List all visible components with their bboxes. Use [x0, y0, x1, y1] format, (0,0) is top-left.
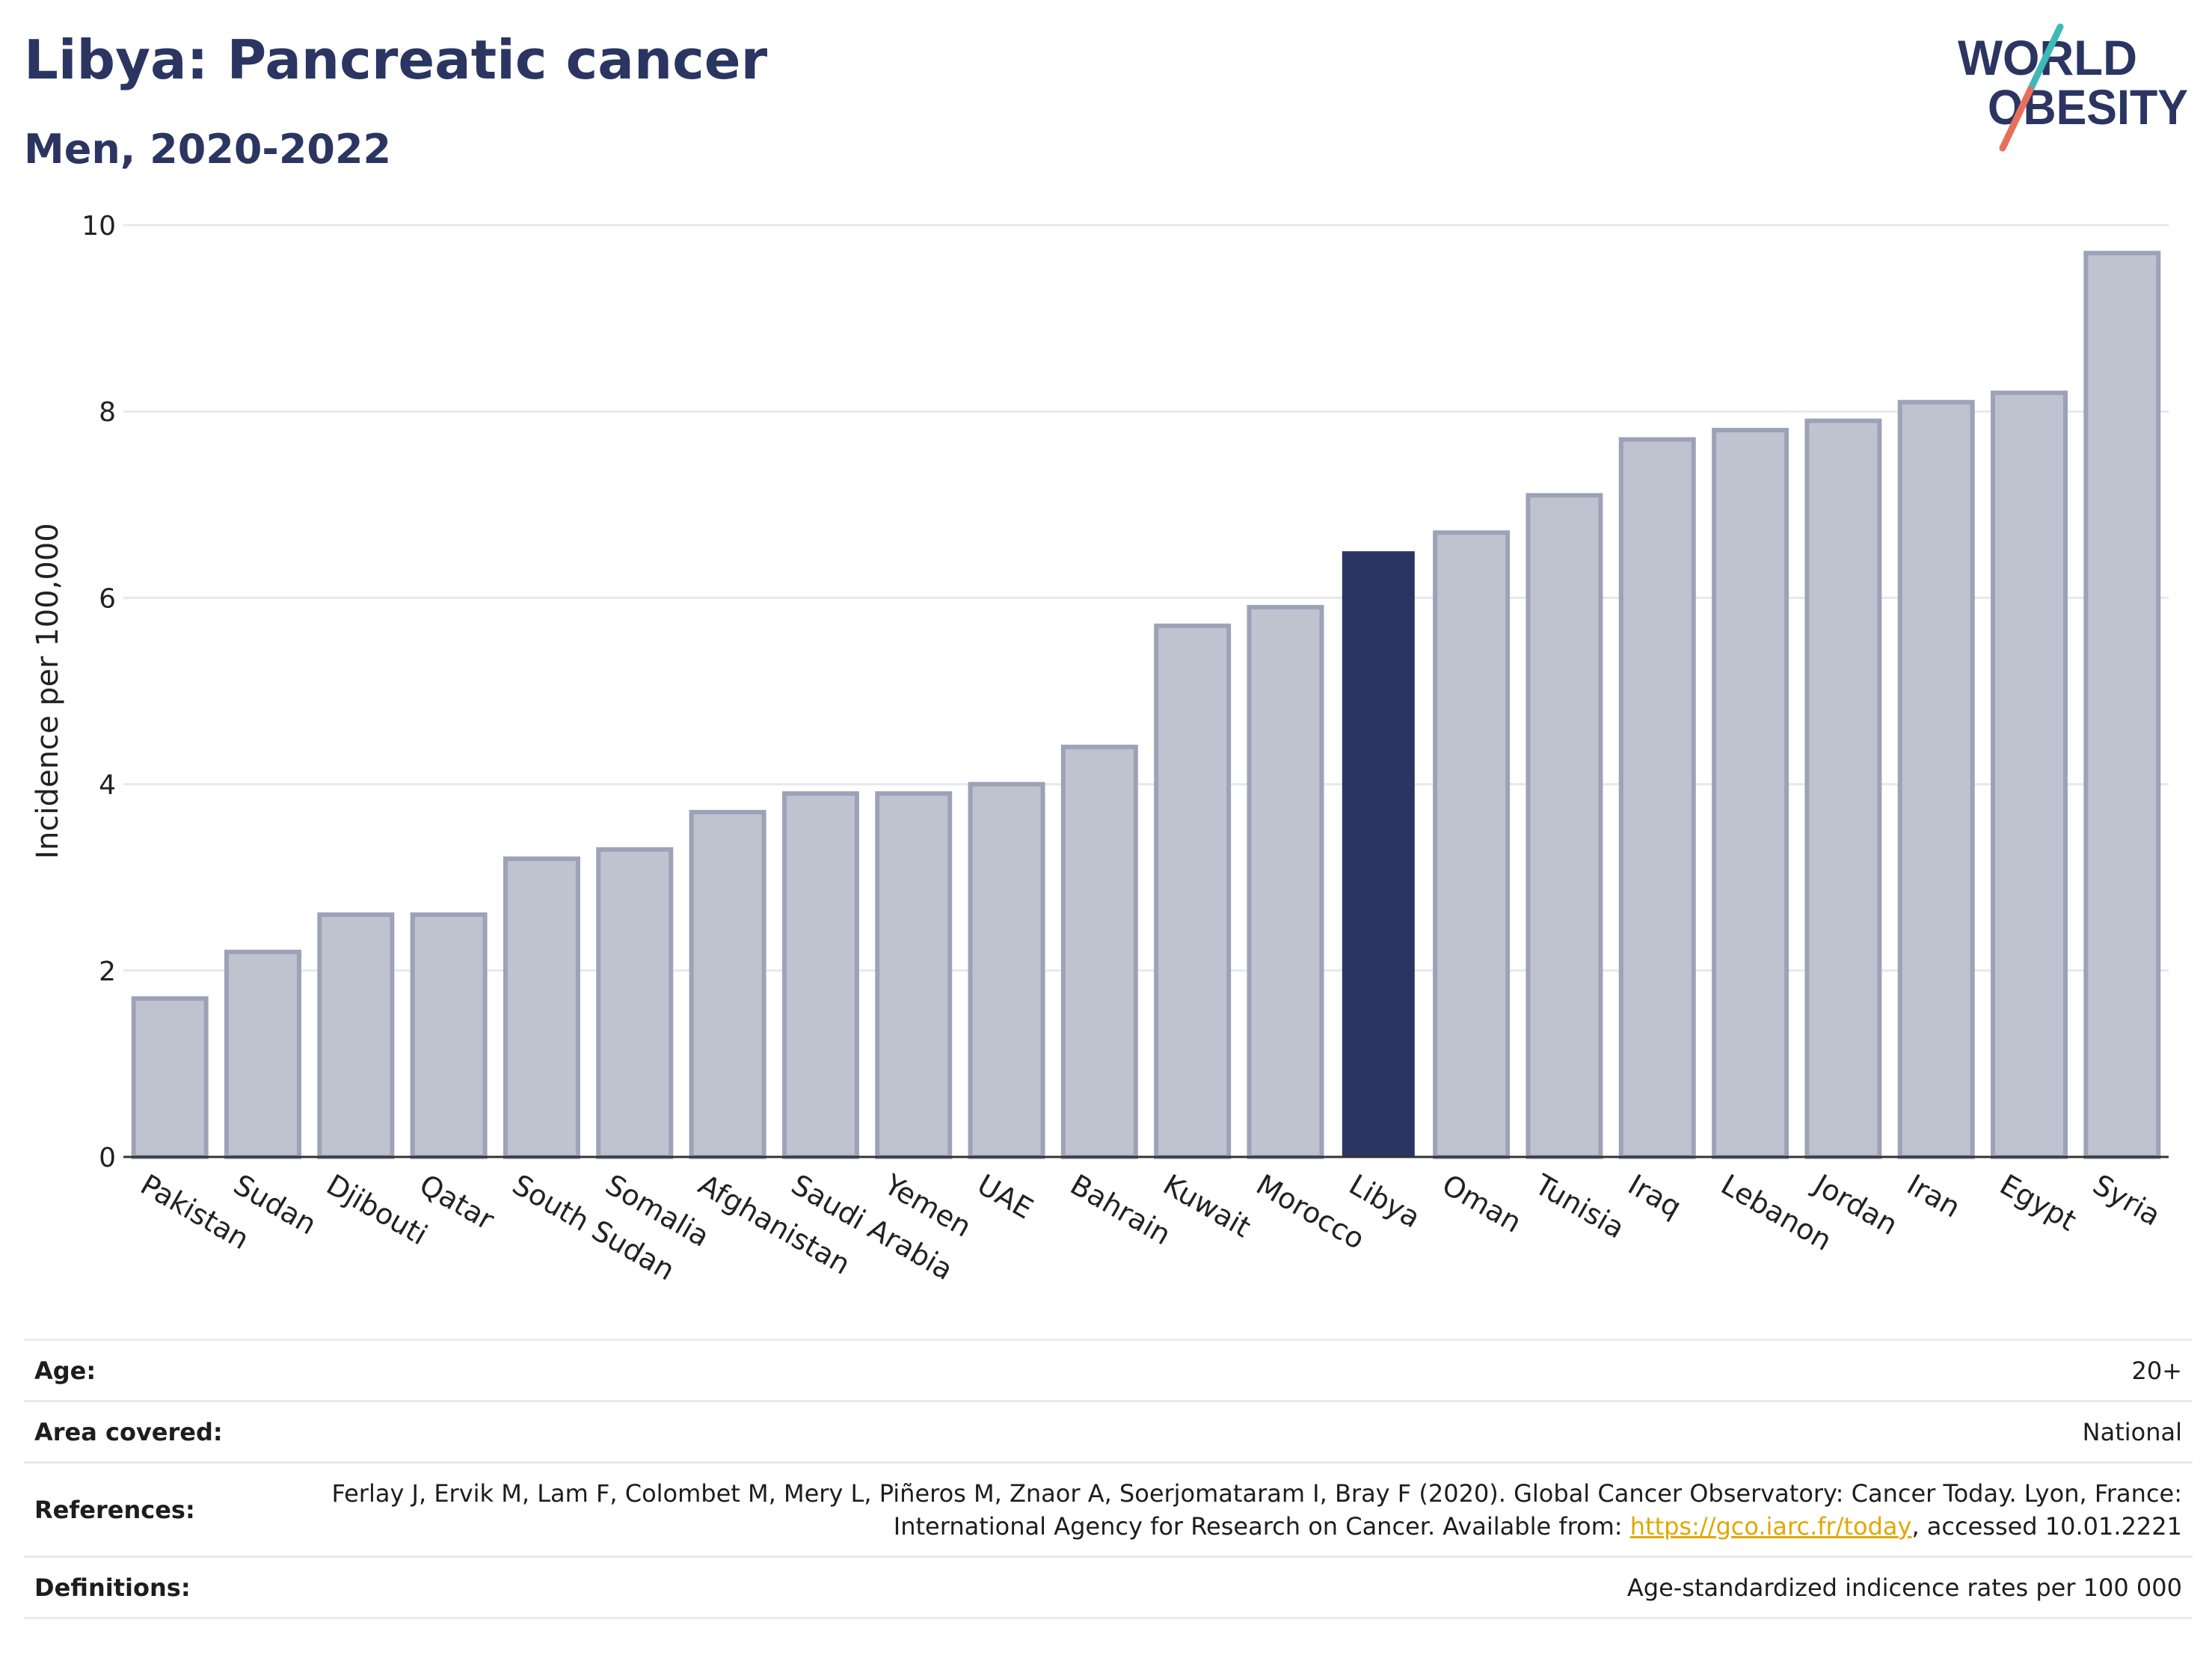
reference-text-1: Ferlay J, Ervik M, Lam F, Colombet M, Me… — [331, 1479, 2182, 1541]
meta-value-area: National — [269, 1400, 2193, 1463]
bar-syria — [2083, 251, 2161, 1159]
x-tick-label: Kuwait — [1158, 1168, 1256, 1244]
bar-pakistan — [131, 996, 209, 1160]
meta-label-area: Area covered: — [24, 1400, 269, 1463]
bar-sudan — [224, 949, 301, 1159]
bar-oman — [1433, 530, 1511, 1159]
chart-title: Libya: Pancreatic cancer — [24, 28, 768, 91]
y-tick-label: 6 — [99, 583, 116, 614]
bar-saudi-arabia — [781, 791, 859, 1160]
y-tick-label: 4 — [99, 770, 116, 801]
meta-label-age: Age: — [24, 1339, 269, 1401]
bar-iran — [1897, 399, 1975, 1159]
bar-tunisia — [1526, 493, 1603, 1159]
bar-qatar — [410, 912, 488, 1160]
reference-text-2: , accessed 10.01.2221 — [1911, 1511, 2182, 1541]
x-tick-label: Iran — [1902, 1168, 1966, 1224]
bar-kuwait — [1154, 623, 1232, 1159]
y-tick-label: 2 — [99, 957, 116, 987]
meta-row-definitions: Definitions: Age-standardized indicence … — [24, 1556, 2193, 1619]
x-tick-label: Bahrain — [1065, 1168, 1176, 1252]
bar-iraq — [1618, 437, 1696, 1159]
world-obesity-logo: WORLD OBESITY — [1958, 23, 2188, 152]
x-tick-label: Iraq — [1623, 1168, 1687, 1224]
x-tick-label: UAE — [972, 1168, 1039, 1226]
meta-value-age: 20+ — [269, 1339, 2193, 1401]
logo-slash-coral — [1999, 86, 2034, 152]
x-tick-label: Tunisia — [1529, 1167, 1630, 1245]
reference-link[interactable]: https://gco.iarc.fr/today — [1629, 1511, 1912, 1541]
bar-lebanon — [1712, 428, 1789, 1159]
y-tick-label: 0 — [99, 1143, 116, 1173]
bar-egypt — [1991, 390, 2068, 1159]
meta-row-references: References: Ferlay J, Ervik M, Lam F, Co… — [24, 1461, 2193, 1557]
meta-value-definitions: Age-standardized indicence rates per 100… — [269, 1556, 2193, 1619]
x-tick-label: Egypt — [1994, 1168, 2082, 1238]
bar-south-sudan — [503, 856, 580, 1160]
bar-libya — [1342, 551, 1415, 1157]
metadata-table: Age: 20+ Area covered: National Referenc… — [24, 1339, 2193, 1619]
chart-subtitle: Men, 2020-2022 — [24, 126, 392, 173]
bar-djibouti — [317, 912, 395, 1160]
bar-yemen — [875, 791, 953, 1160]
y-tick-label: 10 — [82, 211, 116, 242]
y-axis-title: Incidence per 100,000 — [31, 523, 65, 859]
bar-uae — [968, 782, 1045, 1159]
bar-somalia — [596, 847, 674, 1159]
x-tick-label: Oman — [1437, 1168, 1527, 1239]
meta-value-references: Ferlay J, Ervik M, Lam F, Colombet M, Me… — [269, 1461, 2193, 1557]
x-tick-label: Syria — [2087, 1168, 2166, 1232]
meta-row-age: Age: 20+ — [24, 1339, 2193, 1401]
meta-row-area: Area covered: National — [24, 1400, 2193, 1463]
bar-morocco — [1247, 604, 1324, 1159]
bar-bahrain — [1060, 744, 1138, 1159]
meta-label-references: References: — [24, 1461, 269, 1557]
logo-slash-teal — [2027, 23, 2064, 93]
bar-jordan — [1804, 418, 1882, 1159]
y-tick-label: 8 — [99, 397, 116, 428]
meta-label-definitions: Definitions: — [24, 1556, 269, 1619]
x-tick-label: Djibouti — [321, 1168, 433, 1252]
bar-afghanistan — [689, 809, 766, 1159]
